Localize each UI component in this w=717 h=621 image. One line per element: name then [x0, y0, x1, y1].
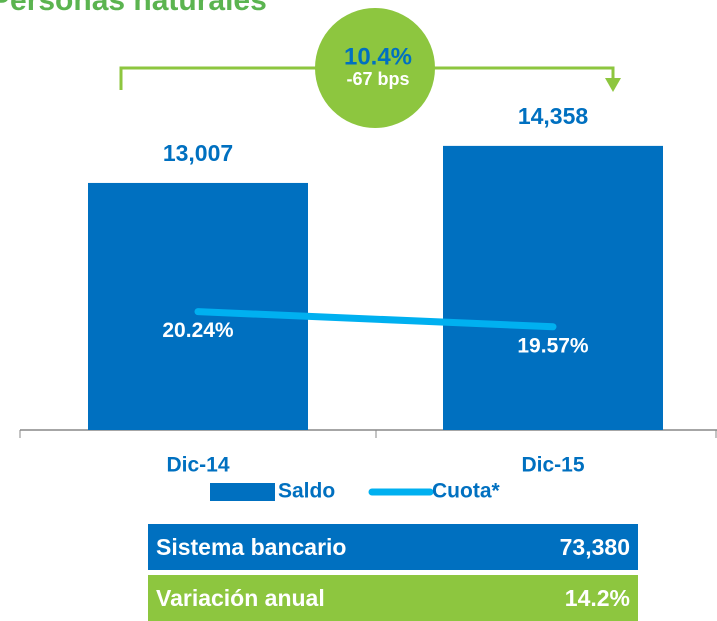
legend-swatch — [210, 483, 275, 501]
arrow — [420, 66, 615, 80]
table-row: Sistema bancario 73,380 — [148, 524, 638, 570]
arrow — [119, 66, 330, 90]
x-tick-label: Dic-14 — [166, 454, 229, 477]
line-value-label: 20.24% — [162, 319, 234, 342]
bps-label: -67 bps — [346, 69, 409, 89]
bar — [88, 182, 308, 430]
cell: Variación anual — [156, 584, 325, 611]
cell: 73,380 — [559, 533, 630, 560]
cell: Sistema bancario — [156, 533, 347, 560]
growth-label: 10.4% — [344, 43, 412, 70]
bar — [443, 145, 663, 431]
growth-bubble — [315, 8, 435, 128]
legend-label: Cuota* — [432, 480, 500, 503]
line-value-label: 19.57% — [517, 334, 589, 357]
cell: 14.2% — [564, 584, 630, 611]
line — [194, 308, 557, 331]
legend-label: Saldo — [278, 480, 335, 503]
x-tick-label: Dic-15 — [521, 454, 584, 477]
bar-value-label: 14,358 — [518, 103, 589, 129]
chart-title: Personas naturales — [0, 0, 267, 17]
table-row: Variación anual 14.2% — [148, 575, 638, 621]
arrow-head — [605, 78, 621, 92]
bar-value-label: 13,007 — [163, 140, 233, 166]
